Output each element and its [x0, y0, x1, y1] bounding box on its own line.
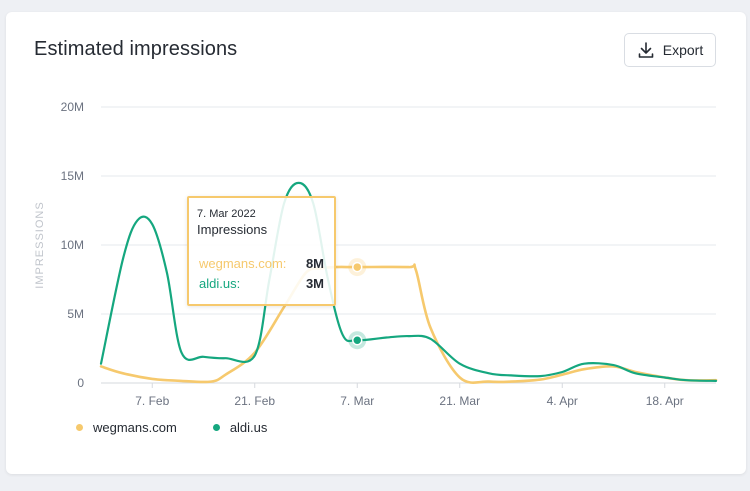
- legend-dot: [76, 424, 83, 431]
- card-title: Estimated impressions: [34, 38, 238, 60]
- legend-label: aldi.us: [229, 420, 268, 435]
- y-tick-label: 10M: [61, 238, 84, 252]
- x-tick-label: 21. Feb: [234, 394, 275, 408]
- hover-marker-point: [352, 334, 363, 346]
- tooltip-series-value: 8M: [305, 256, 324, 271]
- y-tick-label: 5M: [67, 307, 84, 321]
- x-tick-label: 21. Mar: [439, 394, 480, 408]
- y-tick-label: 15M: [61, 169, 84, 183]
- hover-marker-point: [352, 261, 363, 273]
- y-tick-label: 20M: [61, 100, 84, 114]
- y-axis-label: IMPRESSIONS: [34, 201, 46, 288]
- y-tick-label: 0: [77, 376, 84, 390]
- x-tick-label: 18. Apr: [646, 394, 684, 408]
- legend-item-aldi[interactable]: aldi.us: [212, 420, 268, 435]
- chart-tooltip: 7. Mar 2022 Impressions wegmans.com: 8M …: [187, 196, 336, 306]
- y-axis-ticks: 0 5M 10M 15M 20M: [61, 100, 85, 390]
- tooltip-series-name: aldi.us:: [199, 276, 241, 291]
- series-line-aldi: [99, 181, 718, 382]
- series-lines: [99, 181, 718, 384]
- export-label: Export: [662, 42, 704, 58]
- series-line-wegmans: [99, 263, 718, 384]
- x-axis-ticks: 7. Feb 21. Feb 7. Mar 21. Mar 4. Apr 18. Apr: [101, 382, 716, 408]
- x-tick-label: 4. Apr: [547, 394, 578, 408]
- tooltip-series-value: 3M: [305, 276, 324, 291]
- x-tick-label: 7. Mar: [340, 394, 374, 408]
- download-icon: [638, 42, 654, 58]
- x-tick-label: 7. Feb: [135, 394, 169, 408]
- hover-markers: [348, 258, 367, 350]
- legend-dot: [212, 424, 220, 431]
- legend-item-wegmans[interactable]: wegmans.com: [76, 420, 177, 435]
- export-button[interactable]: Export: [624, 33, 716, 67]
- chart-legend: wegmans.com aldi.us: [76, 420, 267, 435]
- tooltip-metric: Impressions: [197, 222, 268, 237]
- legend-label: wegmans.com: [93, 420, 177, 435]
- tooltip-date: 7. Mar 2022: [197, 208, 256, 220]
- impressions-card: Estimated impressions Export: [6, 12, 746, 474]
- tooltip-series-name: wegmans.com:: [199, 256, 287, 271]
